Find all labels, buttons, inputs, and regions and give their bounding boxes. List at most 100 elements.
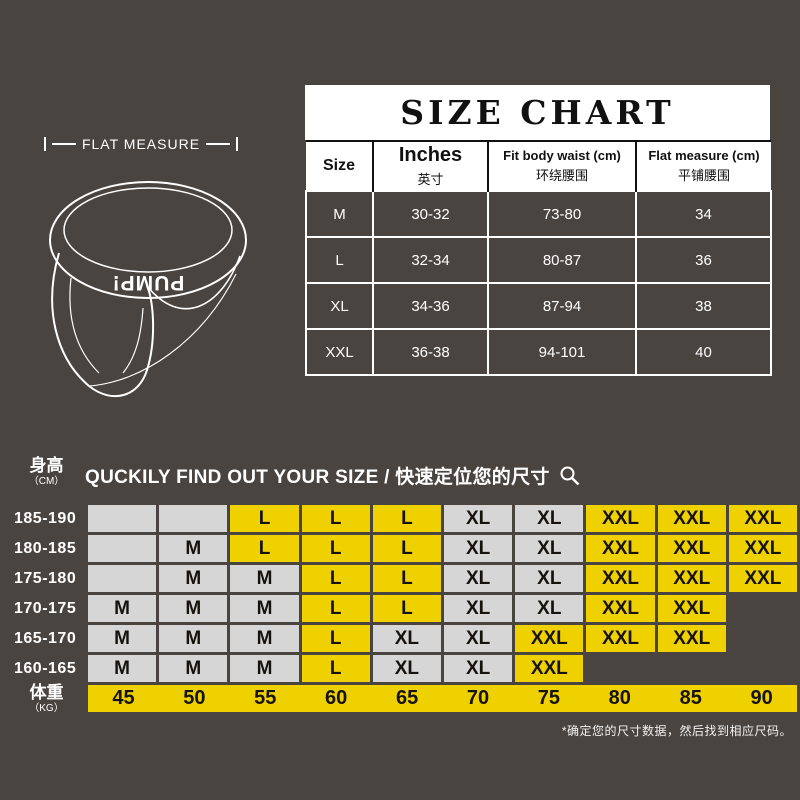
weight-value: 75	[537, 687, 561, 709]
finder-title: QUCKILY FIND OUT YOUR SIZE / 快速定位您的尺寸	[85, 462, 580, 489]
size-finder-grid: 185-190 L L L XL XL XXL XXL XXL 180-185 M L L L XL XL XX…	[8, 505, 797, 714]
weight-value: 45	[112, 687, 135, 709]
size-cell: M	[159, 535, 228, 562]
height-range-label: 180-185	[14, 539, 77, 557]
footnote: *确定您的尺寸数据，然后找到相应尺码。	[561, 724, 792, 738]
measure-line-left	[52, 143, 76, 145]
size-cell: L	[301, 655, 370, 682]
size-chart-cell: M	[305, 190, 374, 238]
size-chart-header-row: Size Inches 英寸 Fit body waist (cm) 环绕腰围 …	[306, 140, 771, 191]
size-cell: L	[301, 535, 370, 562]
flat-measure-indicator: FLAT MEASURE	[44, 136, 238, 152]
height-range-label: 175-180	[14, 569, 77, 587]
size-cell: M	[88, 595, 157, 622]
size-cell: XL	[443, 505, 513, 532]
size-chart-cell: L	[305, 236, 374, 284]
size-cell: M	[88, 655, 157, 682]
size-cell: M	[230, 565, 299, 592]
size-chart-cell: 36-38	[372, 328, 489, 376]
size-cell: XXL	[515, 625, 584, 652]
weight-value: 80	[608, 687, 631, 709]
empty-cell	[159, 505, 228, 532]
size-cell: XXL	[586, 625, 655, 652]
empty-cell	[729, 655, 797, 682]
size-cell: M	[159, 655, 228, 682]
weight-value: 50	[183, 687, 206, 709]
weight-value: 65	[395, 687, 419, 709]
size-cell: XXL	[586, 505, 655, 532]
size-cell: XL	[443, 655, 513, 682]
size-cell: M	[230, 595, 299, 622]
weight-value: 60	[325, 687, 348, 709]
size-cell: XXL	[728, 565, 797, 592]
size-chart-row: M 30-32 73-80 34	[305, 190, 772, 238]
size-chart-cell: 80-87	[487, 236, 637, 284]
height-range-label: 165-170	[14, 629, 77, 647]
weight-axis-zh: 体重	[29, 682, 64, 702]
empty-cell	[88, 505, 157, 532]
col-header-fit-body-waist: Fit body waist (cm) 环绕腰围	[487, 140, 636, 191]
size-cell: XXL	[586, 595, 655, 622]
flat-measure-label: FLAT MEASURE	[81, 136, 201, 152]
size-cell: M	[88, 625, 157, 652]
empty-cell	[729, 625, 797, 652]
col-header-inches: Inches 英寸	[372, 140, 488, 191]
height-axis-label: 身高 （CM）	[28, 456, 65, 487]
finder-title-text: QUCKILY FIND OUT YOUR SIZE / 快速定位您的尺寸	[85, 467, 550, 488]
magnifier-icon	[560, 466, 580, 486]
size-cell: L	[301, 505, 370, 532]
measure-tick-left	[44, 137, 46, 151]
size-cell: L	[301, 565, 370, 592]
size-chart-cell: 94-101	[487, 328, 637, 376]
size-cell: M	[230, 625, 299, 652]
size-chart-title: SIZE CHART	[305, 85, 770, 140]
size-chart-cell: 30-32	[372, 190, 489, 238]
height-range-label: 160-165	[14, 659, 77, 677]
brand-text: PUMP!	[112, 271, 185, 294]
empty-cell	[88, 535, 157, 562]
weight-value: 70	[466, 687, 490, 709]
size-cell: L	[230, 505, 299, 532]
col-header-size: Size	[306, 140, 373, 191]
measure-line-right	[206, 143, 230, 145]
size-cell: L	[372, 595, 441, 622]
size-cell: XL	[515, 565, 584, 592]
size-cell: XXL	[515, 655, 584, 682]
height-range-label: 185-190	[14, 509, 77, 527]
empty-cell	[729, 595, 797, 622]
size-cell: XXL	[657, 625, 726, 652]
underwear-drawing: PUMP!	[49, 181, 247, 398]
size-cell: XXL	[657, 535, 726, 562]
size-cell: XXL	[657, 505, 726, 532]
size-cell: XL	[372, 655, 441, 682]
size-cell: XL	[443, 565, 513, 592]
weight-value: 55	[254, 687, 277, 709]
size-cell: L	[372, 565, 441, 592]
size-chart-cell: 40	[635, 328, 772, 376]
size-cell: M	[159, 625, 228, 652]
empty-cell	[586, 655, 654, 682]
size-cell: M	[230, 655, 299, 682]
size-cell: L	[301, 625, 370, 652]
size-chart-cell: 38	[635, 282, 772, 330]
size-chart-row: L 32-34 80-87 36	[305, 236, 772, 284]
size-cell: L	[372, 505, 441, 532]
empty-cell	[88, 565, 157, 592]
size-cell: L	[372, 535, 441, 562]
size-chart-cell: 34	[635, 190, 772, 238]
measure-tick-right	[236, 137, 238, 151]
size-chart-cell: 73-80	[487, 190, 637, 238]
size-chart-row: XL 34-36 87-94 38	[305, 282, 772, 330]
size-cell: M	[159, 595, 228, 622]
col-header-flat-measure: Flat measure (cm) 平铺腰围	[635, 140, 771, 191]
size-chart-cell: 32-34	[372, 236, 489, 284]
weight-axis-label: 体重 （KG）	[8, 682, 85, 714]
size-cell: L	[301, 595, 370, 622]
weight-axis-unit: （KG）	[29, 702, 64, 714]
weight-value: 85	[679, 687, 702, 709]
size-cell: XXL	[657, 565, 726, 592]
size-cell: XXL	[728, 535, 797, 562]
size-chart-table: SIZE CHART Size Inches 英寸 Fit body waist…	[305, 85, 772, 376]
size-cell: XL	[443, 535, 513, 562]
size-chart-row: XXL 36-38 94-101 40	[305, 328, 772, 376]
